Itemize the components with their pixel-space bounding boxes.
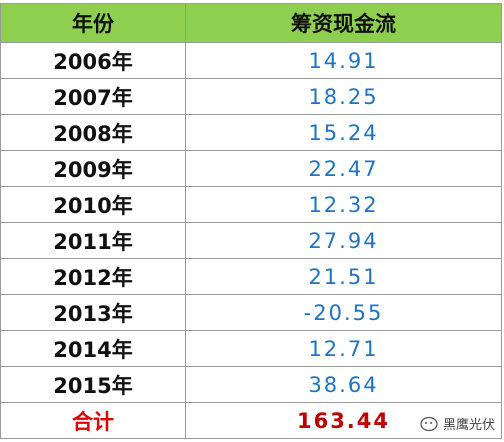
year-cell: 2009年	[0, 150, 186, 187]
data-row: 2010年 12.32	[0, 186, 502, 223]
table-body: 年份 筹资现金流 2006年 14.91 2007年 18.25 2008年 15.24 2…	[0, 3, 502, 439]
year-cell: 2014年	[0, 330, 186, 367]
value-cell: 14.91	[185, 42, 502, 79]
data-row: 2009年 22.47	[0, 150, 502, 187]
year-cell: 2010年	[0, 186, 186, 223]
year-cell: 2007年	[0, 78, 186, 115]
value-cell: 21.51	[185, 258, 502, 295]
year-cell: 2008年	[0, 114, 186, 151]
value-cell: 22.47	[185, 150, 502, 187]
year-cell: 2006年	[0, 42, 186, 79]
header-cell: 年份	[0, 3, 186, 43]
header-cell: 筹资现金流	[185, 3, 502, 43]
data-row: 2006年 14.91	[0, 42, 502, 79]
value-cell: 27.94	[185, 222, 502, 259]
year-cell: 2011年	[0, 222, 186, 259]
value-cell: 12.71	[185, 330, 502, 367]
data-row: 2013年 -20.55	[0, 294, 502, 331]
value-cell: 18.25	[185, 78, 502, 115]
table: 年份 筹资现金流 2006年 14.91 2007年 18.25 2008年 15.24 2…	[0, 3, 502, 439]
year-cell: 2013年	[0, 294, 186, 331]
data-row: 2011年 27.94	[0, 222, 502, 259]
value-cell: -20.55	[185, 294, 502, 331]
data-row: 2012年 21.51	[0, 258, 502, 295]
value-cell: 38.64	[185, 366, 502, 403]
year-cell: 2015年	[0, 366, 186, 403]
value-cell: 12.32	[185, 186, 502, 223]
value-cell: 15.24	[185, 114, 502, 151]
data-row: 2014年 12.71	[0, 330, 502, 367]
watermark-text: 黑鹰光伏	[442, 418, 495, 433]
data-row: 2007年 18.25	[0, 78, 502, 115]
total-label: 合计	[0, 402, 186, 439]
data-row: 2015年 38.64	[0, 366, 502, 403]
watermark-icon	[420, 416, 438, 431]
header-row: 年份 筹资现金流	[0, 3, 502, 43]
year-cell: 2012年	[0, 258, 186, 295]
data-row: 2008年 15.24	[0, 114, 502, 151]
watermark: 黑鹰光伏	[416, 413, 498, 434]
